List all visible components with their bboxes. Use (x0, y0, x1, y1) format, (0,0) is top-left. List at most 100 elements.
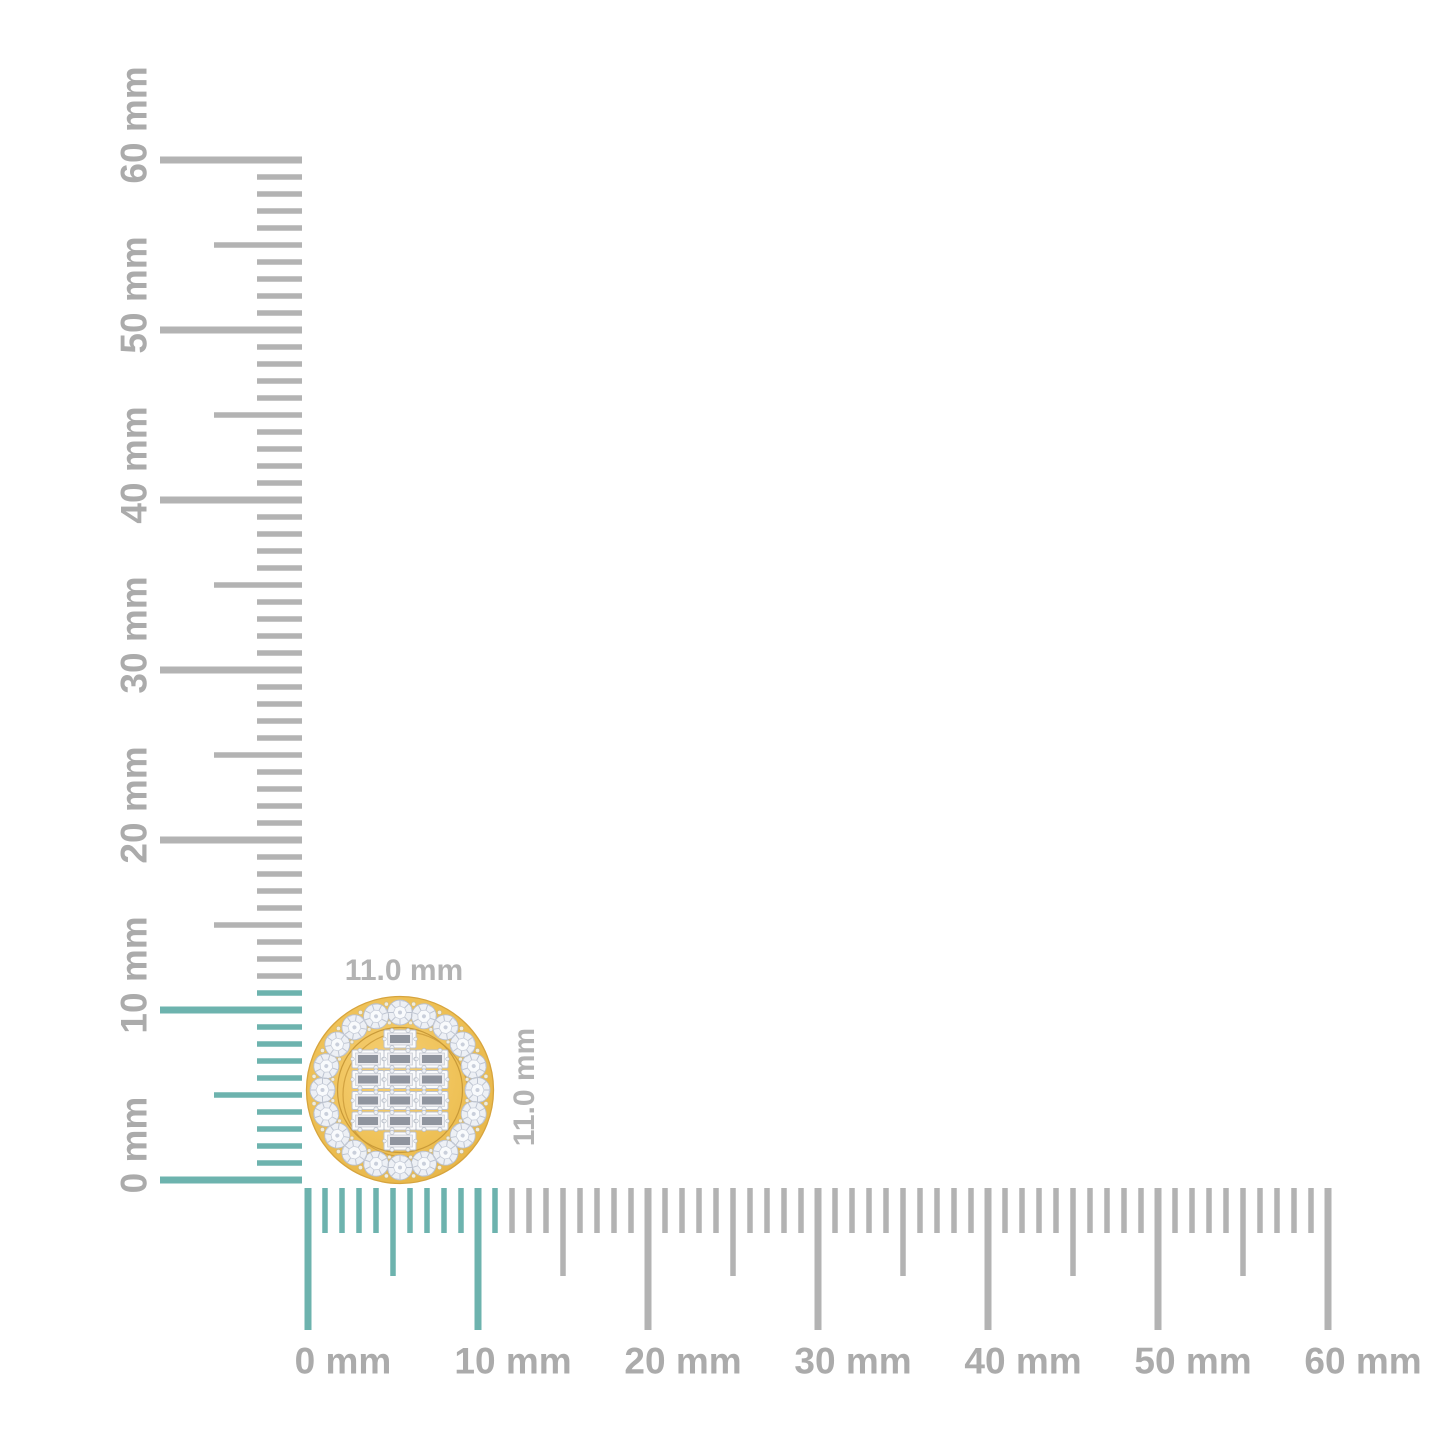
baguette-stone (414, 1047, 450, 1071)
h-ruler-tick-11mm (492, 1188, 498, 1233)
v-ruler-tick-21mm (257, 820, 302, 826)
h-ruler-tick-14mm (543, 1188, 549, 1233)
h-ruler-tick-54mm (1223, 1188, 1229, 1233)
halo-stone (387, 999, 413, 1026)
h-ruler-tick-43mm (1036, 1188, 1042, 1233)
h-ruler-tick-33mm (866, 1188, 872, 1233)
prong-dot (358, 1010, 363, 1015)
h-ruler-tick-27mm (764, 1188, 770, 1233)
prong-dot (459, 1149, 464, 1154)
v-ruler-tick-60mm (160, 156, 302, 164)
v-ruler-label-50: 50 mm (113, 236, 155, 354)
prong-dot (437, 1010, 442, 1015)
h-ruler-tick-7mm (424, 1188, 430, 1233)
baguette-stone (414, 1089, 450, 1112)
prong-dot (320, 1127, 325, 1132)
baguette-stone (350, 1109, 386, 1133)
v-ruler-tick-4mm (257, 1109, 302, 1115)
h-ruler-tick-19mm (628, 1188, 634, 1233)
v-ruler-label-60: 60 mm (113, 66, 155, 184)
baguette-stone (382, 1047, 418, 1071)
baguette-stone (350, 1089, 386, 1112)
v-ruler-tick-17mm (257, 888, 302, 894)
prong-dot (411, 1001, 417, 1007)
v-ruler-label-0: 0 mm (113, 1096, 155, 1194)
baguette-stone (350, 1068, 386, 1091)
prong-dot (337, 1056, 342, 1062)
prong-dot (464, 1098, 470, 1103)
prong-dot (387, 1154, 392, 1160)
h-ruler-tick-24mm (713, 1188, 719, 1233)
v-ruler-tick-22mm (257, 803, 302, 809)
h-ruler-tick-25mm (730, 1188, 736, 1276)
baguette-stone (414, 1109, 450, 1133)
prong-dot (358, 1165, 363, 1170)
v-ruler-tick-55mm (214, 242, 302, 248)
prong-dot (336, 1149, 341, 1154)
h-ruler-tick-17mm (594, 1188, 600, 1233)
v-ruler-tick-36mm (257, 565, 302, 571)
v-ruler-tick-14mm (257, 939, 302, 945)
prong-dot (445, 1039, 451, 1045)
h-ruler-tick-13mm (526, 1188, 532, 1233)
v-ruler-tick-54mm (257, 259, 302, 265)
h-ruler-tick-1mm (322, 1188, 328, 1233)
h-ruler-tick-55mm (1240, 1188, 1246, 1276)
v-ruler-label-10: 10 mm (113, 916, 155, 1034)
v-ruler-tick-42mm (257, 463, 302, 469)
prong-dot (483, 1073, 489, 1079)
h-ruler-tick-48mm (1121, 1188, 1127, 1233)
h-ruler-tick-9mm (458, 1188, 464, 1233)
baguette-stone (414, 1068, 450, 1091)
v-ruler-tick-0mm (160, 1176, 302, 1184)
v-ruler-tick-44mm (257, 429, 302, 435)
h-ruler-tick-45mm (1070, 1188, 1076, 1276)
prong-dots (311, 1001, 489, 1179)
v-ruler-tick-18mm (257, 871, 302, 877)
h-ruler-tick-46mm (1087, 1188, 1093, 1233)
h-ruler-tick-53mm (1206, 1188, 1212, 1233)
v-ruler-tick-33mm (257, 616, 302, 622)
halo-stone (464, 1077, 491, 1103)
v-ruler-tick-23mm (257, 786, 302, 792)
prong-dot (366, 1027, 372, 1032)
v-ruler-tick-58mm (257, 191, 302, 197)
v-ruler-tick-46mm (257, 395, 302, 401)
prong-dot (311, 1101, 317, 1107)
v-ruler-tick-47mm (257, 378, 302, 384)
h-ruler-tick-52mm (1189, 1188, 1195, 1233)
v-ruler-tick-29mm (257, 684, 302, 690)
h-ruler-tick-4mm (373, 1188, 379, 1233)
h-ruler-tick-16mm (577, 1188, 583, 1233)
v-ruler-tick-53mm (257, 276, 302, 282)
h-ruler-label-60: 60 mm (1304, 1340, 1422, 1382)
v-ruler-label-30: 30 mm (113, 576, 155, 694)
v-ruler-tick-43mm (257, 446, 302, 452)
v-ruler-tick-30mm (160, 666, 302, 674)
h-ruler-tick-21mm (662, 1188, 668, 1233)
h-ruler-tick-22mm (679, 1188, 685, 1233)
v-ruler-tick-15mm (214, 922, 302, 928)
h-ruler-tick-2mm (339, 1188, 345, 1233)
v-ruler-tick-56mm (257, 225, 302, 231)
v-ruler-tick-25mm (214, 752, 302, 758)
prong-dot (336, 1026, 341, 1031)
prong-dot (428, 1027, 434, 1032)
v-ruler-tick-40mm (160, 496, 302, 504)
v-ruler-tick-26mm (257, 735, 302, 741)
h-ruler-tick-56mm (1257, 1188, 1263, 1233)
h-ruler-tick-60mm (1324, 1188, 1332, 1330)
v-ruler-label-40: 40 mm (113, 406, 155, 524)
h-ruler-tick-26mm (747, 1188, 753, 1233)
h-ruler-tick-58mm (1291, 1188, 1297, 1233)
prong-dot (445, 1135, 451, 1141)
v-ruler-tick-37mm (257, 548, 302, 554)
h-ruler-tick-36mm (917, 1188, 923, 1233)
h-ruler-tick-0mm (304, 1188, 312, 1330)
h-ruler-tick-18mm (611, 1188, 617, 1233)
h-ruler-tick-50mm (1154, 1188, 1162, 1330)
h-ruler-label-20: 20 mm (624, 1340, 742, 1382)
h-ruler-tick-37mm (934, 1188, 940, 1233)
